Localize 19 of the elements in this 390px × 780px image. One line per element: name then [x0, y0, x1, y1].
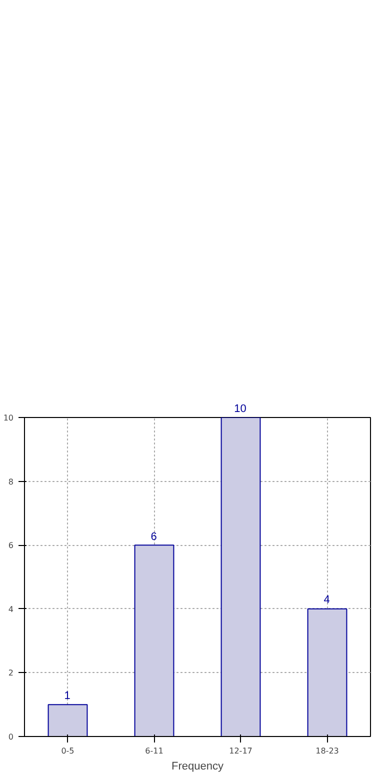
- bar: [220, 418, 261, 736]
- x-tick-label: 0-5: [61, 746, 74, 756]
- data-label: 10: [234, 403, 246, 415]
- x-tick-label: 12-17: [229, 746, 252, 756]
- x-axis-title: Frequency: [172, 760, 224, 772]
- bar: [134, 544, 174, 736]
- y-tick-label: 6: [8, 541, 14, 550]
- x-tick-label: 6-11: [145, 746, 164, 756]
- bar: [307, 608, 348, 736]
- data-label: 4: [324, 594, 330, 606]
- y-tick-label: 10: [3, 414, 14, 422]
- y-tick-label: 2: [8, 668, 14, 678]
- x-tick-label: 18-23: [316, 746, 339, 756]
- y-tick-label: 0: [8, 732, 14, 742]
- y-tick-label: 8: [8, 477, 14, 486]
- bar: [48, 704, 88, 736]
- data-label: 1: [64, 690, 70, 702]
- data-label: 6: [150, 530, 157, 543]
- y-tick-label: 4: [8, 604, 14, 614]
